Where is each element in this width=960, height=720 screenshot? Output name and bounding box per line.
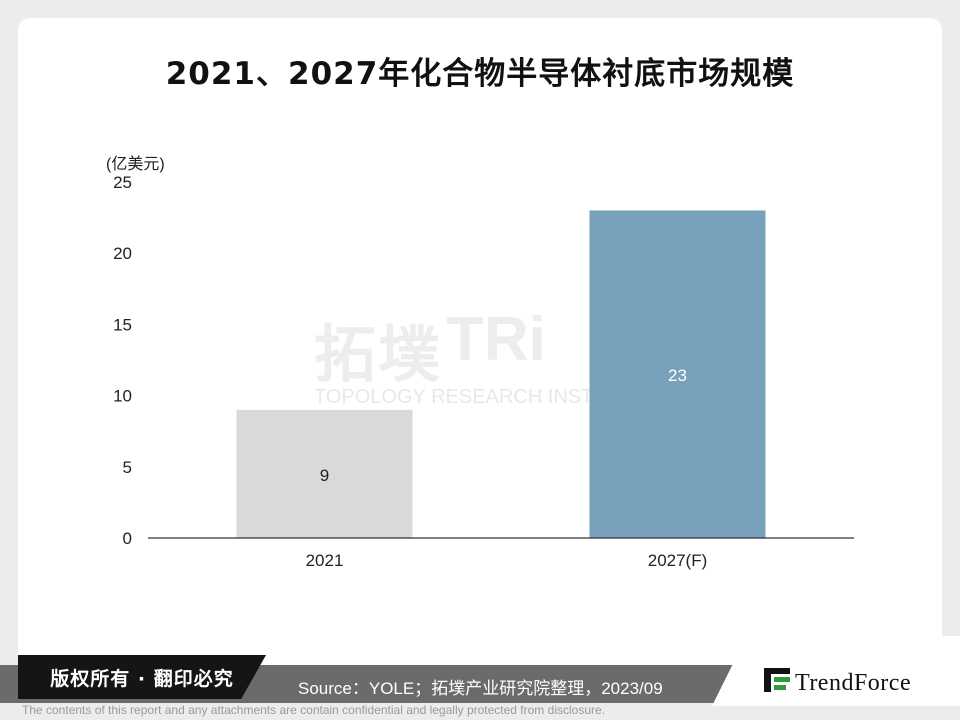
x-tick-label: 2027(F) xyxy=(648,551,708,570)
y-axis-unit-label: (亿美元) xyxy=(106,156,165,173)
y-tick-label: 10 xyxy=(113,387,132,406)
watermark-english: TOPOLOGY RESEARCH INSTITUTE xyxy=(314,386,652,408)
source-note: Source：YOLE；拓墣产业研究院整理，2023/09 xyxy=(298,679,663,698)
watermark-chinese: 拓墣 xyxy=(314,318,443,391)
logo-panel xyxy=(712,636,960,706)
chart-title: 2021、2027年化合物半导体衬底市场规模 xyxy=(165,56,795,92)
y-tick-label: 25 xyxy=(113,173,132,192)
bar-2027-f- xyxy=(589,210,766,539)
copyright-notice: 版权所有 · 翻印必究 xyxy=(18,655,266,699)
y-tick-label: 20 xyxy=(113,244,132,263)
trendforce-logo-text: TrendForce xyxy=(795,670,912,696)
y-tick-label: 5 xyxy=(123,458,132,477)
trendforce-logo-icon xyxy=(764,668,790,692)
y-tick-label: 15 xyxy=(113,315,132,334)
disclaimer-text: The contents of this report and any atta… xyxy=(22,703,605,717)
x-tick-label: 2021 xyxy=(306,551,344,570)
y-tick-label: 0 xyxy=(123,529,132,548)
data-label: 9 xyxy=(320,466,329,485)
slide-card xyxy=(18,18,942,694)
bar-2021 xyxy=(236,409,413,538)
data-label: 23 xyxy=(668,366,687,385)
watermark-logo-letters: TRi xyxy=(446,305,546,374)
